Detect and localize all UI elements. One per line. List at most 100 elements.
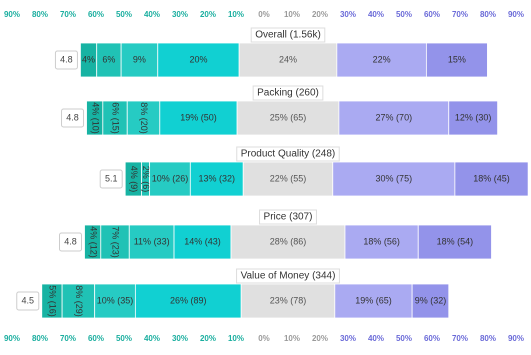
bar-segment <box>425 42 488 78</box>
row-title-box <box>252 85 324 101</box>
bar-segment <box>173 224 232 260</box>
bar-segment <box>61 283 96 319</box>
bar-segment <box>417 224 492 260</box>
score: 4.5 <box>22 295 35 305</box>
row-title: Packing (260) <box>252 85 324 101</box>
segment-label: 22% <box>373 54 391 64</box>
row-title-box <box>236 268 340 284</box>
row-title-text: Value of Money (344) <box>241 271 336 282</box>
segment-label: 7% (23) <box>111 226 121 258</box>
bar-segment <box>411 283 450 319</box>
bar-segment <box>120 42 159 78</box>
x-tick-label: 40% <box>144 334 160 343</box>
x-tick-label: 60% <box>88 10 104 19</box>
x-tick-label: 30% <box>172 10 188 19</box>
x-tick-label: 60% <box>88 334 104 343</box>
score-box <box>16 291 40 311</box>
x-tick-label: 90% <box>4 334 20 343</box>
segment-label: 9% (32) <box>415 295 447 305</box>
x-tick-label: 90% <box>508 10 524 19</box>
segment-label: 18% (56) <box>363 236 400 246</box>
x-tick-label: 30% <box>340 334 356 343</box>
x-tick-label: 30% <box>340 10 356 19</box>
bar-segment <box>242 161 334 197</box>
x-tick-label: 50% <box>116 10 132 19</box>
score: 5.1 <box>105 173 118 183</box>
row-title-text: Product Quality (248) <box>241 149 336 160</box>
x-tick-label: 0% <box>258 334 270 343</box>
segment-label: 19% (50) <box>180 112 217 122</box>
segment-label: 25% (65) <box>270 112 307 122</box>
x-tick-label: 70% <box>60 334 76 343</box>
bar-segment <box>240 283 336 319</box>
score-box <box>59 232 82 252</box>
bar-segment <box>96 42 122 78</box>
x-tick-label: 20% <box>312 10 328 19</box>
x-tick-label: 20% <box>200 334 216 343</box>
bar-segment <box>159 100 238 136</box>
score: 4.8 <box>64 236 77 246</box>
x-tick-label: 60% <box>424 10 440 19</box>
segment-label: 5% (16) <box>48 285 58 317</box>
row-title-box <box>259 209 317 225</box>
x-tick-label: 90% <box>508 334 524 343</box>
x-tick-label: 10% <box>228 10 244 19</box>
x-tick-label: 60% <box>424 334 440 343</box>
x-tick-label: 80% <box>32 334 48 343</box>
x-tick-label: 10% <box>284 334 300 343</box>
x-tick-label: 50% <box>396 10 412 19</box>
x-tick-label: 40% <box>368 334 384 343</box>
x-tick-label: 70% <box>452 10 468 19</box>
bar-segment <box>344 224 419 260</box>
bar-segment <box>236 100 340 136</box>
x-tick-label: 80% <box>32 10 48 19</box>
bar-segment <box>157 42 240 78</box>
x-tick-label: 90% <box>4 10 20 19</box>
x-tick-label: 80% <box>480 10 496 19</box>
row-title-box <box>236 146 340 162</box>
row-title-text: Price (307) <box>264 212 313 223</box>
x-tick-label: 0% <box>258 10 270 19</box>
score-box <box>61 108 85 128</box>
x-tick-label: 30% <box>172 334 188 343</box>
segment-label: 18% (45) <box>473 173 510 183</box>
segment-label: 10% (35) <box>97 295 134 305</box>
segment-label: 9% <box>133 54 146 64</box>
segment-label: 8% (20) <box>139 102 149 134</box>
x-tick-label: 20% <box>312 334 328 343</box>
segment-label: 12% (30) <box>455 112 492 122</box>
segment-label: 10% (26) <box>152 173 189 183</box>
segment-label: 28% (86) <box>270 236 307 246</box>
segment-label: 6% (15) <box>111 102 121 134</box>
row-title-text: Packing (260) <box>257 88 319 99</box>
bar-segment <box>100 224 130 260</box>
bar-segment <box>134 283 242 319</box>
x-tick-label: 50% <box>116 334 132 343</box>
segment-label: 6% <box>102 54 115 64</box>
segment-label: 22% (55) <box>270 173 307 183</box>
row-title: Value of Money (344) <box>236 268 340 284</box>
score: 4.8 <box>60 54 73 64</box>
segment-label: 4% (10) <box>90 102 100 134</box>
segment-label: 19% (65) <box>355 295 392 305</box>
segment-label: 24% <box>279 54 297 64</box>
segment-label: 20% <box>189 54 207 64</box>
bar-segment <box>336 42 427 78</box>
row-title-text: Overall (1.56k) <box>255 30 321 41</box>
segment-label: 4% <box>82 54 95 64</box>
bar-segment <box>238 42 338 78</box>
row-title: Product Quality (248) <box>236 146 340 162</box>
score-box <box>99 169 123 189</box>
x-tick-label: 50% <box>396 334 412 343</box>
x-tick-label: 10% <box>228 334 244 343</box>
segment-label: 15% <box>448 54 466 64</box>
segment-label: 13% (32) <box>199 173 236 183</box>
x-tick-label: 70% <box>60 10 76 19</box>
segment-label: 2% (6) <box>141 166 151 193</box>
segment-label: 23% (78) <box>270 295 307 305</box>
bar-segment <box>448 100 499 136</box>
segment-label: 8% (29) <box>74 285 84 317</box>
bar-segment <box>189 161 244 197</box>
